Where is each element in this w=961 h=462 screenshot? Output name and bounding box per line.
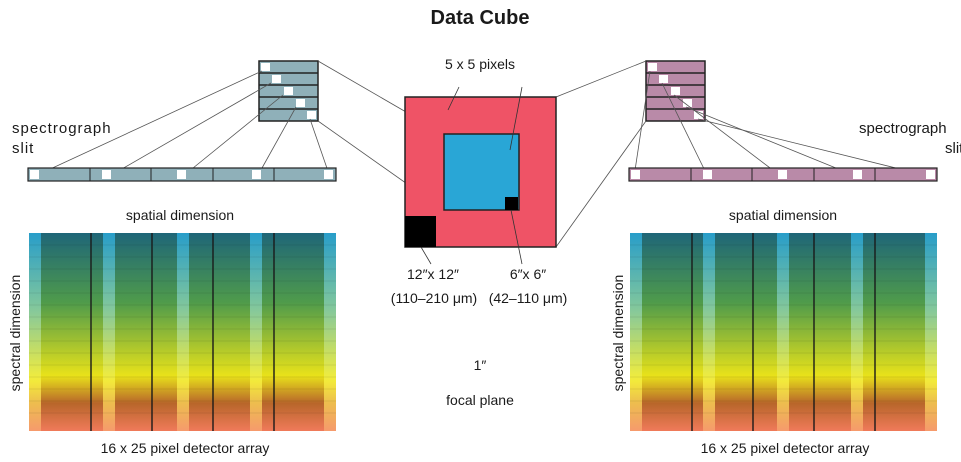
left-slit-bar <box>27 167 337 182</box>
left-slit-stack <box>258 60 319 122</box>
focal-plane-label: focal plane <box>446 392 514 408</box>
right-spectrograph <box>628 60 938 431</box>
right-spectral-label: spectral dimension <box>610 274 626 392</box>
left-fan-lines <box>32 70 331 178</box>
page-title: Data Cube <box>430 7 530 29</box>
left-slit-label: spectrograph <box>12 120 112 137</box>
small-pixel-label: 6″x 6″ <box>509 266 547 282</box>
pointer-lines <box>420 86 523 265</box>
right-fan-lines <box>633 70 933 178</box>
big-pixel-range: (110–210 μm) <box>390 290 478 306</box>
small-pixel <box>505 197 518 210</box>
scale-label: 1″ <box>473 357 487 373</box>
left-array-label: 16 x 25 pixel detector array <box>100 440 270 456</box>
right-slit-label: spectrograph <box>859 121 947 137</box>
right-array-label: 16 x 25 pixel detector array <box>700 440 870 456</box>
left-spectrograph <box>27 60 337 431</box>
big-pixel-label: 12″x 12″ <box>407 266 459 282</box>
right-slit-bar <box>628 167 938 182</box>
right-slit-label-2: slit <box>945 141 961 157</box>
pixels-label: 5 x 5 pixels <box>444 56 516 72</box>
left-spectral-label: spectral dimension <box>7 274 23 392</box>
focal-to-right-lines <box>555 60 647 248</box>
small-pixel-range: (42–110 μm) <box>488 290 568 306</box>
focal-plane <box>317 60 647 265</box>
big-pixel <box>405 216 436 247</box>
right-spatial-label: spatial dimension <box>728 207 838 223</box>
right-detector-array <box>630 233 937 431</box>
left-slit-label-2: slit <box>12 140 35 157</box>
left-detector-array <box>29 233 336 431</box>
left-spatial-label: spatial dimension <box>125 207 235 223</box>
